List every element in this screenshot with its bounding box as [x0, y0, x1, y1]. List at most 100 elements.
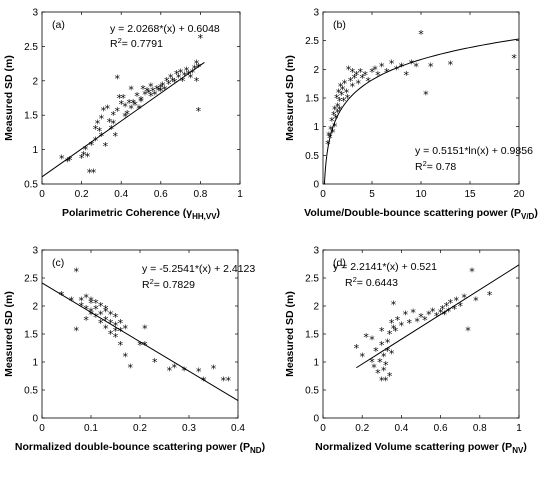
r-squared: R2= 0.78	[415, 159, 456, 173]
data-point: *	[377, 356, 383, 369]
data-point: *	[359, 72, 365, 85]
data-point: *	[391, 322, 397, 335]
data-point: *	[334, 92, 340, 105]
x-tick-label: 0.1	[84, 423, 98, 434]
data-point: *	[98, 317, 104, 330]
data-point: *	[158, 85, 164, 98]
plot-frame	[41, 11, 241, 185]
panel-c: 0 0.1 0.2 0.3 0.400.511.522.53* ******* ******…	[3, 246, 265, 456]
data-point: *	[126, 97, 132, 110]
y-tick-label: 0	[313, 180, 319, 191]
data-point: *	[81, 149, 87, 162]
data-point: *	[93, 303, 99, 316]
data-point: *	[116, 92, 122, 105]
data-point: *	[404, 69, 410, 82]
data-point: *	[196, 105, 202, 118]
data-point: *	[83, 144, 89, 157]
data-point: *	[345, 92, 351, 105]
x-tick-label: 0.8	[473, 423, 487, 434]
data-point: *	[190, 67, 196, 80]
data-point: *	[337, 95, 343, 108]
data-point: *	[176, 71, 182, 84]
data-point: *	[124, 108, 130, 121]
data-point: *	[379, 60, 385, 73]
x-axis-label-subscript: HH,VV	[192, 212, 217, 221]
y-tick-label: 3	[32, 246, 38, 257]
fit-equation: y = -5.2541*(x) + 2.4123	[142, 263, 255, 275]
data-point: *	[164, 75, 170, 88]
data-point: *	[108, 317, 114, 330]
data-point: *	[329, 115, 335, 128]
data-point: *	[387, 370, 393, 383]
data-point: *	[111, 117, 117, 130]
data-point: *	[172, 362, 178, 375]
data-point: *	[423, 89, 429, 102]
fit-equation: y = 2.2141*(x) + 0.521	[333, 261, 437, 273]
data-point: *	[158, 82, 164, 95]
data-point: *	[113, 320, 119, 333]
data-point: *	[97, 125, 103, 138]
data-point: *	[394, 63, 400, 76]
data-point: *	[399, 60, 405, 73]
y-tick-label: 0.5	[24, 180, 38, 191]
data-point: *	[170, 75, 176, 88]
data-point: *	[511, 52, 517, 65]
data-point: *	[333, 112, 339, 125]
data-point: *	[192, 62, 198, 75]
r-squared-superscript: 2	[353, 275, 357, 284]
x-tick-label: 0	[39, 423, 45, 434]
x-axis-label-end: )	[534, 207, 538, 219]
data-point: *	[359, 350, 365, 363]
data-point: *	[101, 104, 107, 117]
data-point: *	[89, 139, 95, 152]
data-point: *	[385, 345, 391, 358]
data-point: *	[198, 32, 204, 45]
data-point: *	[331, 109, 337, 122]
data-point: *	[391, 298, 397, 311]
data-point: *	[385, 336, 391, 349]
data-point: *	[172, 76, 178, 89]
data-point: *	[152, 89, 158, 102]
r-squared-superscript: 2	[423, 159, 427, 168]
y-axis-label: Measured SD (m)	[284, 55, 296, 141]
data-point: *	[142, 322, 148, 335]
y-tick-label: 2.5	[305, 36, 319, 47]
data-point: *	[160, 80, 166, 93]
data-point: *	[99, 113, 105, 126]
data-point: *	[196, 366, 202, 379]
data-point: *	[113, 311, 119, 324]
data-point: *	[448, 59, 454, 72]
y-tick-label: 1	[313, 122, 319, 133]
panel-label: (c)	[52, 257, 64, 269]
data-point: *	[201, 374, 207, 387]
r-squared-symbol: R	[345, 277, 353, 289]
data-point: *	[384, 66, 390, 79]
data-point: *	[105, 102, 111, 115]
data-point: *	[389, 317, 395, 330]
data-point: *	[350, 81, 356, 94]
x-tick-label: 0.4	[231, 423, 245, 434]
data-point: *	[148, 80, 154, 93]
x-tick-label: 1	[516, 423, 522, 434]
data-point: *	[85, 150, 91, 163]
data-point: *	[381, 350, 387, 363]
data-point: *	[327, 132, 333, 145]
data-point: *	[221, 374, 227, 387]
x-axis-label: Volume/Double-bounce scattering power (P…	[304, 207, 538, 221]
data-point: *	[340, 83, 346, 96]
data-point: *	[150, 85, 156, 98]
data-point: *	[418, 28, 424, 41]
data-point: *	[473, 294, 479, 307]
y-tick-label: 3	[313, 246, 319, 257]
data-point: *	[341, 95, 347, 108]
fit-line	[41, 62, 205, 178]
data-point: *	[127, 362, 133, 375]
plot-frame	[41, 249, 239, 419]
data-point: *	[103, 140, 109, 153]
data-point: *	[403, 308, 409, 321]
fit-line	[41, 282, 239, 402]
data-point: *	[442, 308, 448, 321]
data-point: *	[130, 97, 136, 110]
y-tick-label: 2.5	[24, 42, 38, 53]
